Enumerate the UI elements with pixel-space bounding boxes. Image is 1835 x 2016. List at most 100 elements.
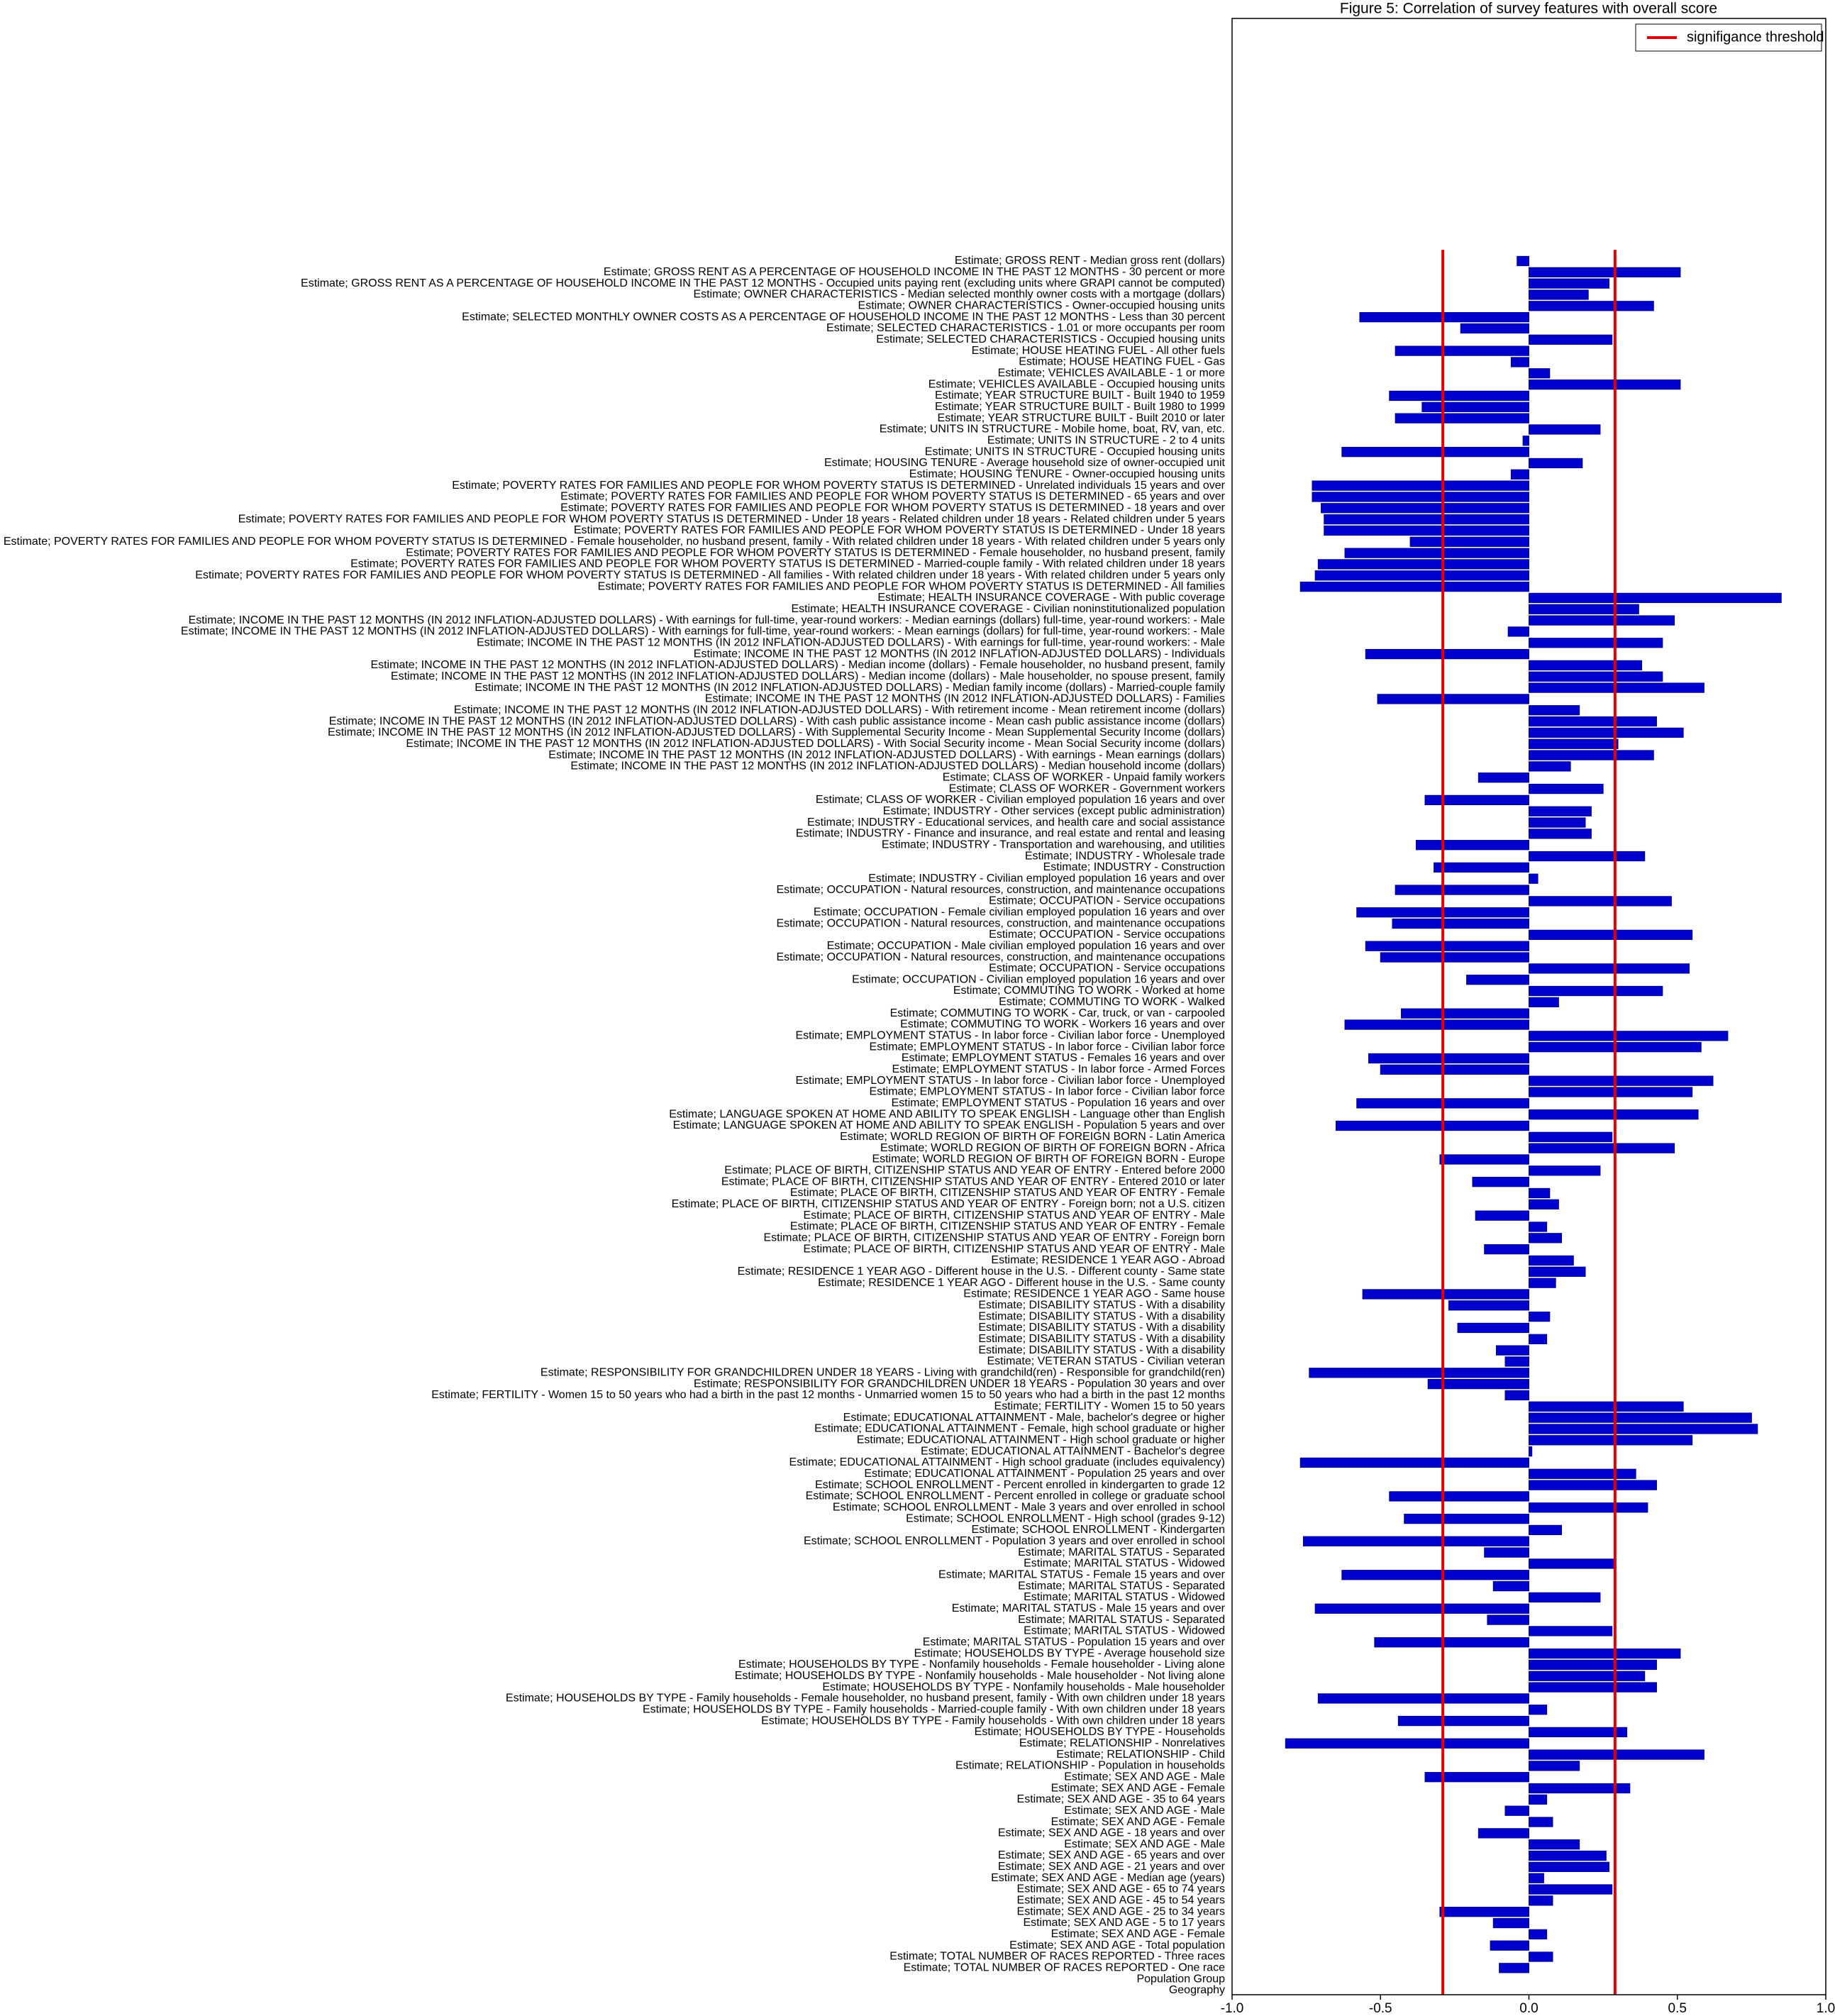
y-tick-label: Estimate; PLACE OF BIRTH, CITIZENSHIP ST… — [763, 1232, 1225, 1244]
bar — [1529, 1873, 1544, 1883]
x-tick-label: 1.0 — [1817, 2001, 1835, 2016]
bar — [1529, 301, 1654, 311]
y-tick-label: Estimate; INCOME IN THE PAST 12 MONTHS (… — [370, 659, 1225, 671]
bar — [1529, 929, 1693, 941]
bar — [1317, 559, 1529, 570]
y-tick-label: Estimate; HOUSEHOLDS BY TYPE - Nonfamily… — [822, 1681, 1225, 1693]
y-tick-label: Estimate; OCCUPATION - Service occupatio… — [989, 895, 1225, 907]
bar — [1504, 1356, 1530, 1367]
bar — [1529, 267, 1681, 277]
x-tick-label: -0.5 — [1369, 2001, 1392, 2016]
bar — [1529, 1648, 1681, 1659]
y-tick-label: Estimate; INCOME IN THE PAST 12 MONTHS (… — [406, 738, 1225, 750]
bar — [1529, 1131, 1613, 1142]
y-tick-label: Estimate; SEX AND AGE - 35 to 64 years — [1017, 1793, 1225, 1805]
y-tick-label: Estimate; PLACE OF BIRTH, CITIZENSHIP ST… — [672, 1198, 1225, 1210]
bar — [1529, 592, 1782, 604]
bar — [1395, 885, 1530, 895]
bar — [1529, 806, 1592, 816]
y-tick-label: Estimate; UNITS IN STRUCTURE - Occupied … — [925, 445, 1225, 458]
bar — [1324, 514, 1529, 525]
bar — [1302, 1536, 1529, 1546]
y-tick-label: Estimate; SCHOOL ENROLLMENT - Population… — [804, 1535, 1225, 1547]
y-tick-label: Estimate; MARITAL STATUS - Separated — [1018, 1546, 1225, 1558]
y-tick-label: Estimate; OCCUPATION - Service occupatio… — [989, 963, 1225, 975]
y-tick-label: Estimate; SEX AND AGE - 21 years and ove… — [998, 1861, 1226, 1873]
bar — [1529, 289, 1589, 300]
y-tick-label: Estimate; WORLD REGION OF BIRTH OF FOREI… — [880, 1142, 1225, 1154]
y-tick-label: Estimate; EDUCATIONAL ATTAINMENT - Bache… — [921, 1445, 1225, 1457]
y-tick-label: Estimate; SEX AND AGE - Male — [1064, 1771, 1225, 1783]
bar — [1529, 1187, 1551, 1199]
bar — [1299, 581, 1529, 592]
bar — [1484, 1547, 1530, 1558]
y-tick-label: Estimate; INCOME IN THE PAST 12 MONTHS (… — [570, 760, 1225, 772]
bar — [1529, 1524, 1563, 1536]
y-tick-label: Estimate; HOUSING TENURE - Owner-occupie… — [909, 468, 1225, 480]
y-tick-label: Estimate; RESPONSIBILITY FOR GRANDCHILDR… — [694, 1378, 1226, 1390]
bar — [1529, 1143, 1675, 1153]
bar — [1395, 345, 1530, 356]
y-tick-label: Estimate; POVERTY RATES FOR FAMILIES AND… — [238, 513, 1225, 525]
y-tick-label: Estimate; SEX AND AGE - Male — [1064, 1805, 1225, 1817]
y-tick-label: Estimate; EDUCATIONAL ATTAINMENT - Male,… — [843, 1412, 1226, 1424]
y-tick-label: Estimate; POVERTY RATES FOR FAMILIES AND… — [560, 491, 1225, 503]
bar — [1395, 413, 1530, 423]
bar — [1529, 1817, 1553, 1827]
y-tick-label: Estimate; INDUSTRY - Transportation and … — [882, 838, 1225, 851]
y-tick-label: Estimate; RESPONSIBILITY FOR GRANDCHILDR… — [540, 1367, 1225, 1379]
y-tick-label: Estimate; YEAR STRUCTURE BUILT - Built 2… — [938, 412, 1226, 424]
bar — [1529, 334, 1613, 345]
bar — [1409, 536, 1529, 547]
x-tick-label: 0.5 — [1668, 2001, 1687, 2016]
y-tick-label: Estimate; WORLD REGION OF BIRTH OF FOREI… — [840, 1131, 1225, 1143]
bar — [1529, 1468, 1636, 1479]
bar — [1401, 1008, 1530, 1019]
y-tick-label: Estimate; POVERTY RATES FOR FAMILIES AND… — [452, 480, 1225, 492]
y-tick-label: Estimate; INCOME IN THE PAST 12 MONTHS (… — [475, 682, 1225, 694]
y-tick-label: Estimate; SEX AND AGE - Median age (year… — [991, 1872, 1225, 1884]
y-tick-label: Estimate; PLACE OF BIRTH, CITIZENSHIP ST… — [721, 1175, 1226, 1187]
y-tick-label: Estimate; SEX AND AGE - 25 to 34 years — [1017, 1905, 1225, 1917]
bar — [1529, 1839, 1580, 1850]
bar — [1517, 255, 1530, 267]
y-tick-label: Estimate; SEX AND AGE - 18 years and ove… — [998, 1827, 1226, 1839]
y-tick-label: Estimate; OCCUPATION - Natural resources… — [776, 951, 1225, 963]
bar — [1495, 1345, 1530, 1356]
bar — [1478, 1828, 1529, 1839]
bar — [1529, 1031, 1729, 1041]
bar — [1529, 1861, 1609, 1873]
y-tick-label: Estimate; SCHOOL ENROLLMENT - Male 3 yea… — [833, 1501, 1225, 1513]
bar — [1457, 1322, 1530, 1334]
y-tick-label: Estimate; PLACE OF BIRTH, CITIZENSHIP ST… — [790, 1187, 1225, 1199]
y-tick-label: Estimate; MARITAL STATUS - Widowed — [1024, 1591, 1225, 1603]
y-tick-label: Estimate; OCCUPATION - Service occupatio… — [989, 929, 1225, 941]
bar — [1529, 615, 1675, 626]
y-tick-label: Estimate; EDUCATIONAL ATTAINMENT - High … — [789, 1456, 1225, 1468]
bar — [1529, 1255, 1574, 1266]
y-tick-label: Estimate; POVERTY RATES FOR FAMILIES AND… — [574, 524, 1225, 536]
y-tick-label: Estimate; VETERAN STATUS - Civilian vete… — [987, 1356, 1226, 1368]
bar — [1529, 1435, 1693, 1446]
y-tick-label: Estimate; DISABILITY STATUS - With a dis… — [978, 1322, 1225, 1334]
bar — [1529, 783, 1604, 794]
y-tick-label: Estimate; COMMUTING TO WORK - Car, truck… — [890, 1007, 1225, 1019]
bar — [1529, 1233, 1563, 1244]
y-tick-label: Estimate; UNITS IN STRUCTURE - Mobile ho… — [880, 423, 1225, 436]
bar — [1365, 941, 1529, 951]
y-tick-label: Estimate; GROSS RENT AS A PERCENTAGE OF … — [604, 266, 1225, 278]
bar — [1529, 817, 1586, 828]
y-tick-label: Estimate; TOTAL NUMBER OF RACES REPORTED… — [889, 1951, 1225, 1963]
bar — [1341, 1570, 1529, 1580]
y-tick-label: Estimate; MARITAL STATUS - Male 15 years… — [952, 1602, 1226, 1615]
y-tick-label: Estimate; HEALTH INSURANCE COVERAGE - Ci… — [792, 603, 1226, 615]
bar — [1529, 1502, 1648, 1513]
bar — [1415, 840, 1529, 851]
y-tick-label: Estimate; CLASS OF WORKER - Government w… — [949, 782, 1225, 794]
bar — [1317, 1693, 1529, 1704]
y-tick-label: Estimate; OWNER CHARACTERISTICS - Median… — [693, 289, 1225, 301]
bar — [1529, 1761, 1580, 1771]
y-tick-label: Estimate; HEALTH INSURANCE COVERAGE - Wi… — [877, 592, 1225, 604]
bar — [1529, 1592, 1601, 1603]
